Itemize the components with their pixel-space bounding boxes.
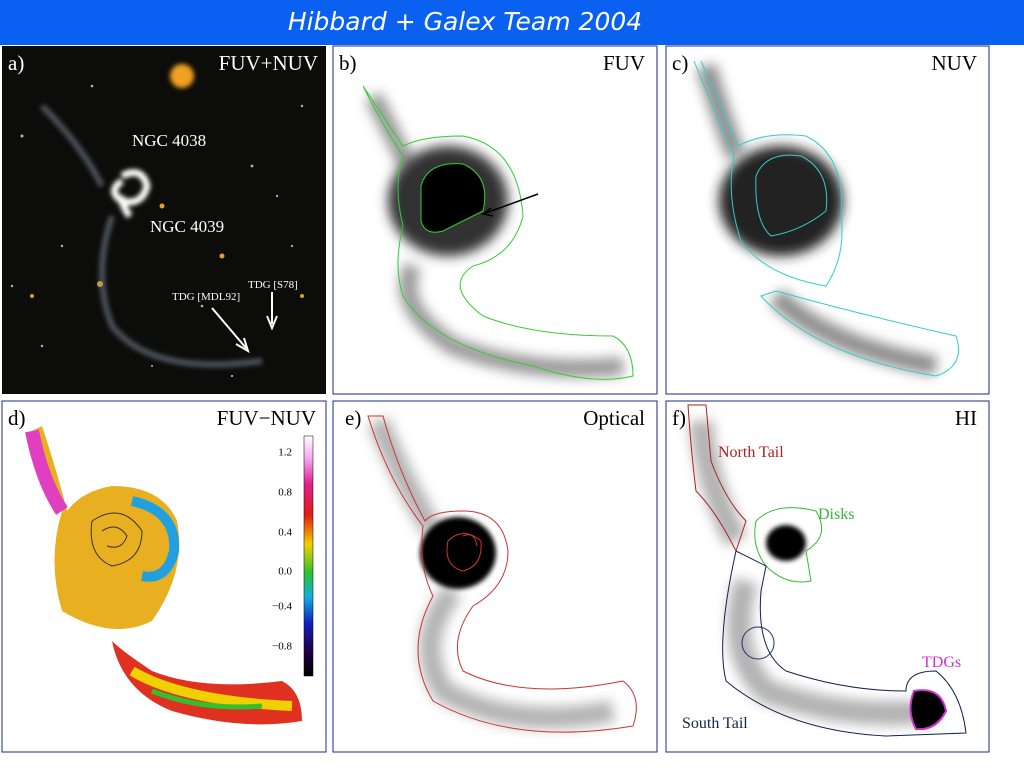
north-tail-contour [687, 404, 747, 553]
color-region [151, 688, 263, 710]
header-bar [0, 0, 1024, 45]
core-contour [755, 154, 828, 237]
colorbar-tick: 0.4 [278, 527, 292, 539]
panel-bg [2, 46, 326, 394]
tidal-tails [39, 103, 263, 368]
colorbar-tick: 0.8 [278, 487, 292, 499]
south-tail-contour [722, 550, 967, 737]
panel-label: b) [339, 51, 357, 75]
disk [719, 146, 843, 256]
annotation: TDGs [922, 654, 961, 671]
panel-title: FUV+NUV [219, 51, 318, 75]
colorbar-tick: −0.8 [272, 641, 292, 653]
south-tail-contour [741, 626, 775, 660]
core-contour [420, 163, 486, 233]
bright-star [170, 64, 194, 88]
color-region [25, 429, 68, 515]
panel-label: e) [345, 406, 361, 430]
stars [10, 84, 304, 378]
panel-title: NUV [932, 51, 978, 75]
arrow [481, 193, 539, 217]
panel-b: b) FUV [332, 45, 658, 395]
color-region [130, 496, 180, 582]
outer-contour [693, 60, 959, 377]
annotation: NGC 4038 [132, 131, 206, 150]
header-title: Hibbard + Galex Team 2004 [288, 7, 642, 36]
panel-title: HI [955, 406, 977, 430]
panel-d: 1.2 0.8 0.4 0.0 −0.4 −0.8 d) FUV−NUV [1, 400, 327, 753]
core-contour [446, 533, 482, 572]
tdg-region [909, 689, 948, 731]
annotation: North Tail [718, 444, 784, 461]
panel-title: Optical [583, 406, 645, 430]
color-region [129, 666, 293, 711]
annotation: Disks [818, 506, 854, 523]
panel-c: c) NUV [665, 45, 990, 395]
tails [696, 63, 938, 376]
panel-label: a) [8, 51, 24, 75]
panel-label: d) [8, 406, 26, 430]
colorbar-tick: −0.4 [272, 601, 292, 613]
annotation: South Tail [682, 715, 748, 732]
panel-title: FUV−NUV [217, 406, 316, 430]
panel-e: e) Optical [332, 400, 658, 753]
tails [689, 419, 938, 726]
annotation: NGC 4039 [150, 217, 224, 236]
disks-contour [754, 507, 823, 583]
colorbar-tick: 0.0 [278, 566, 292, 578]
panel-title: FUV [603, 51, 645, 75]
tails [364, 91, 624, 378]
panel-label: c) [672, 51, 688, 75]
panel-label: f) [672, 406, 686, 430]
disk [766, 525, 806, 561]
annotation: TDG [MDL92] [172, 291, 240, 303]
outer-contour [367, 415, 637, 733]
contours [90, 512, 143, 567]
panel-a: a) FUV+NUV NGC 4038 NGC 4039 TDG [S78] T… [2, 46, 326, 394]
arrow [211, 307, 250, 354]
colorbar-tick: 1.2 [278, 447, 292, 459]
panel-f: f) HI North Tail Disks TDGs South Tail [665, 400, 990, 753]
outer-contour [362, 85, 634, 380]
annotation: TDG [S78] [248, 279, 298, 291]
disk [420, 517, 496, 589]
arrow [266, 292, 278, 331]
galaxy-core [111, 169, 151, 219]
colorbar [303, 435, 314, 677]
